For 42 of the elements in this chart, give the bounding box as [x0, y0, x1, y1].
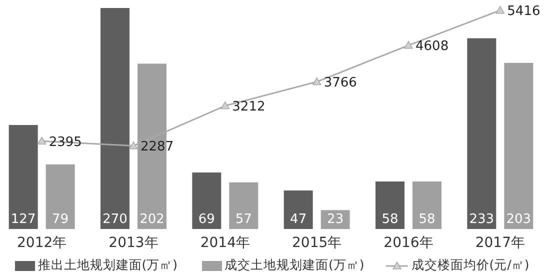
- bar: [412, 182, 442, 229]
- data-label: 233: [469, 212, 494, 227]
- data-label: 58: [418, 212, 436, 227]
- data-label: 2395: [48, 134, 82, 150]
- x-tick-label: 2015年: [292, 234, 342, 251]
- data-label: 127: [10, 212, 36, 227]
- legend-label: 成交土地规划建面(万㎡): [224, 257, 364, 274]
- bar: [284, 190, 313, 229]
- point: [37, 136, 46, 145]
- bar: [100, 8, 130, 229]
- bar: [504, 62, 534, 229]
- data-label: 23: [327, 212, 344, 227]
- data-label: 3766: [324, 75, 357, 90]
- bar: [376, 182, 404, 229]
- point: [220, 101, 230, 110]
- point: [404, 40, 413, 49]
- data-label: 5416: [507, 4, 540, 19]
- x-tick-label: 2012年: [17, 234, 67, 251]
- data-label: 57: [235, 212, 252, 227]
- point: [129, 141, 138, 150]
- data-label: 203: [506, 212, 532, 227]
- x-tick-label: 2014年: [200, 234, 250, 251]
- data-label: 4608: [416, 38, 449, 54]
- data-label: 79: [52, 212, 69, 227]
- bar: [8, 125, 38, 229]
- x-tick-label: 2016年: [384, 234, 434, 251]
- data-label: 58: [382, 212, 398, 227]
- x-tick-label: 2013年: [108, 234, 158, 251]
- data-label: 270: [102, 212, 128, 227]
- bar: [192, 172, 222, 229]
- legend-label: 成交楼面均价(元/㎡): [411, 257, 530, 274]
- point: [496, 6, 505, 14]
- legend-label: 推出土地规划建面(万㎡): [38, 257, 178, 274]
- bar: [467, 38, 496, 229]
- x-tick-label: 2017年: [475, 234, 525, 251]
- data-label: 69: [198, 212, 215, 227]
- data-label: 47: [290, 212, 307, 227]
- point: [312, 77, 322, 86]
- bar: [229, 182, 258, 229]
- bar: [46, 164, 75, 229]
- data-label: 3212: [232, 99, 266, 114]
- data-label: 202: [140, 212, 164, 227]
